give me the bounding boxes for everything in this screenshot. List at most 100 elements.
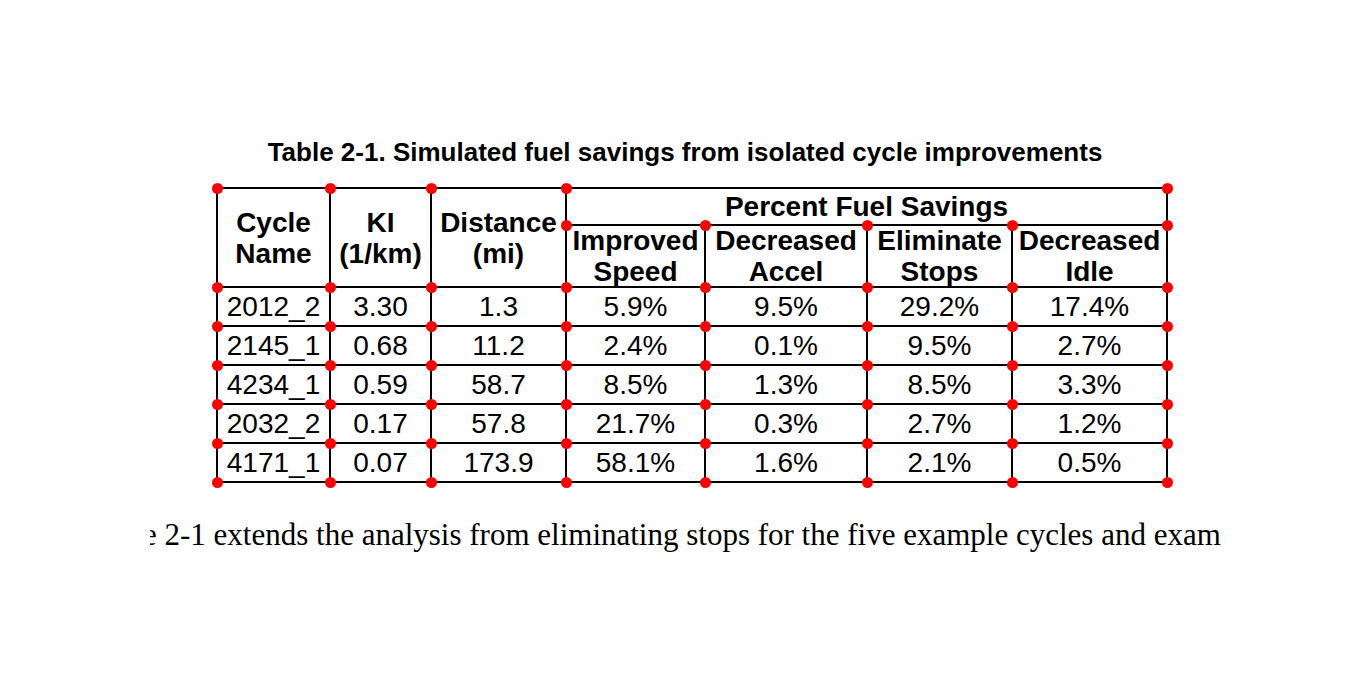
- table-cell: 3.3%: [1013, 366, 1166, 403]
- table-cell: 1.3: [432, 288, 565, 325]
- table-cell: 1.2%: [1013, 405, 1166, 442]
- grid-marker-dot: [212, 321, 223, 332]
- grid-marker-dot: [325, 360, 336, 371]
- grid-marker-dot: [1162, 282, 1173, 293]
- caption-clip: e 2-1 extends the analysis from eliminat…: [150, 507, 1233, 559]
- table-cell: 5.9%: [567, 288, 704, 325]
- grid-marker-dot: [1007, 220, 1018, 231]
- table-cell: 21.7%: [567, 405, 704, 442]
- caption-leading-fragment: e: [150, 517, 157, 552]
- grid-marker-dot: [426, 282, 437, 293]
- table-cell: 58.1%: [567, 444, 704, 481]
- col-header-distance: Distance (mi): [432, 189, 565, 286]
- header-line: Distance: [440, 207, 557, 238]
- grid-marker-dot: [1007, 360, 1018, 371]
- table-grid: Cycle Name KI (1/km) Distance (mi) Perce…: [218, 189, 1166, 481]
- grid-marker-dot: [1162, 183, 1173, 194]
- grid-marker-dot: [862, 438, 873, 449]
- grid-marker-dot: [426, 360, 437, 371]
- header-line: Speed: [593, 256, 677, 286]
- grid-marker-dot: [1162, 477, 1173, 488]
- header-line: Name: [235, 238, 311, 269]
- table-cell: 0.5%: [1013, 444, 1166, 481]
- table-cell: 9.5%: [706, 288, 866, 325]
- grid-marker-dot: [561, 477, 572, 488]
- col-group-header-percent-fuel-savings: Percent Fuel Savings: [567, 189, 1166, 224]
- grid-marker-dot: [862, 220, 873, 231]
- table-cell: 2.1%: [868, 444, 1011, 481]
- grid-marker-dot: [426, 321, 437, 332]
- table-cell: 2032_2: [218, 405, 329, 442]
- col-header-ki: KI (1/km): [331, 189, 430, 286]
- grid-marker-dot: [212, 438, 223, 449]
- grid-marker-dot: [1007, 438, 1018, 449]
- col-header-decreased-accel: Decreased Accel: [706, 226, 866, 286]
- table-cell: 2012_2: [218, 288, 329, 325]
- grid-marker-dot: [212, 360, 223, 371]
- header-line: Accel: [749, 256, 824, 286]
- grid-marker-dot: [1162, 399, 1173, 410]
- table-cell: 1.3%: [706, 366, 866, 403]
- grid-marker-dot: [862, 477, 873, 488]
- table-cell: 4171_1: [218, 444, 329, 481]
- table-title: Table 2-1. Simulated fuel savings from i…: [202, 138, 1168, 166]
- header-line: Eliminate: [877, 226, 1001, 256]
- grid-marker-dot: [1162, 321, 1173, 332]
- report-page: Table 2-1. Simulated fuel savings from i…: [0, 0, 1366, 674]
- grid-marker-dot: [325, 183, 336, 194]
- caption-text: e 2-1 extends the analysis from eliminat…: [150, 517, 1221, 553]
- grid-marker-dot: [700, 399, 711, 410]
- grid-marker-dot: [700, 321, 711, 332]
- grid-marker-dot: [325, 321, 336, 332]
- grid-marker-dot: [700, 360, 711, 371]
- grid-marker-dot: [700, 438, 711, 449]
- table-cell: 8.5%: [567, 366, 704, 403]
- col-header-improved-speed: Improved Speed: [567, 226, 704, 286]
- grid-marker-dot: [561, 399, 572, 410]
- grid-marker-dot: [561, 282, 572, 293]
- grid-marker-dot: [212, 183, 223, 194]
- grid-marker-dot: [561, 321, 572, 332]
- table-cell: 2.7%: [1013, 327, 1166, 364]
- header-line: Improved: [572, 226, 698, 256]
- table-cell: 1.6%: [706, 444, 866, 481]
- grid-marker-dot: [561, 183, 572, 194]
- table-cell: 58.7: [432, 366, 565, 403]
- grid-marker-dot: [212, 399, 223, 410]
- table-cell: 4234_1: [218, 366, 329, 403]
- grid-marker-dot: [862, 282, 873, 293]
- grid-marker-dot: [1007, 282, 1018, 293]
- grid-marker-dot: [862, 399, 873, 410]
- grid-marker-dot: [1162, 220, 1173, 231]
- grid-marker-dot: [700, 282, 711, 293]
- grid-marker-dot: [426, 438, 437, 449]
- grid-marker-dot: [1007, 477, 1018, 488]
- grid-marker-dot: [212, 282, 223, 293]
- grid-marker-dot: [700, 220, 711, 231]
- grid-marker-dot: [1007, 399, 1018, 410]
- table-cell: 0.68: [331, 327, 430, 364]
- grid-marker-dot: [325, 399, 336, 410]
- table-cell: 0.59: [331, 366, 430, 403]
- grid-marker-dot: [561, 220, 572, 231]
- grid-marker-dot: [426, 183, 437, 194]
- table-cell: 9.5%: [868, 327, 1011, 364]
- header-line: Idle: [1065, 256, 1113, 286]
- table-cell: 57.8: [432, 405, 565, 442]
- header-line: Cycle: [236, 207, 311, 238]
- header-line: Decreased: [715, 226, 857, 256]
- grid-marker-dot: [426, 477, 437, 488]
- header-line: KI: [367, 207, 395, 238]
- grid-marker-dot: [325, 282, 336, 293]
- grid-marker-dot: [1162, 360, 1173, 371]
- grid-marker-dot: [1162, 438, 1173, 449]
- table-cell: 3.30: [331, 288, 430, 325]
- table-cell: 0.3%: [706, 405, 866, 442]
- table-cell: 17.4%: [1013, 288, 1166, 325]
- table-cell: 0.07: [331, 444, 430, 481]
- col-header-eliminate-stops: Eliminate Stops: [868, 226, 1011, 286]
- col-header-cycle-name: Cycle Name: [218, 189, 329, 286]
- table-cell: 8.5%: [868, 366, 1011, 403]
- col-header-decreased-idle: Decreased Idle: [1013, 226, 1166, 286]
- header-line: (mi): [473, 238, 524, 269]
